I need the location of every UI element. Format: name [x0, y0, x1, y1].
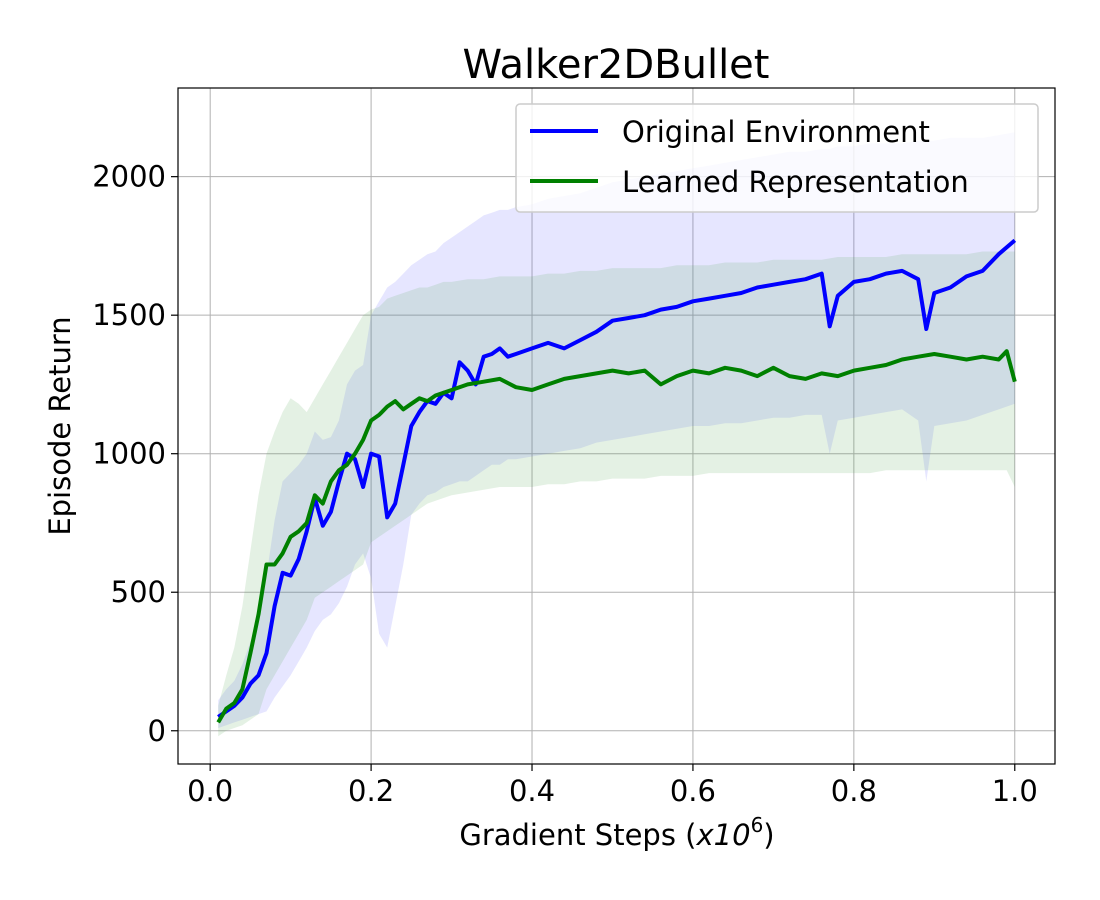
x-tick-label-0: 0.0 [187, 774, 233, 808]
plot-frame [177, 87, 1056, 765]
chart-title: Walker2DBullet [463, 42, 770, 88]
x-axis-label: Gradient Steps (x106) [459, 813, 774, 852]
series-line-1 [216, 349, 1017, 724]
x-tick-label-1: 0.2 [348, 774, 394, 808]
legend: Original Environment Learned Representat… [515, 103, 1039, 213]
y-tick-label-1: 500 [111, 575, 166, 609]
x-tick-label-3: 0.6 [670, 774, 716, 808]
x-tick-label-2: 0.4 [509, 774, 555, 808]
series-band-0 [218, 132, 1015, 729]
y-tick-label-4: 2000 [92, 160, 166, 194]
y-tick-label-0: 0 [148, 714, 166, 748]
x-tick-label-4: 0.8 [831, 774, 877, 808]
series-band-1 [218, 251, 1015, 737]
y-axis-label: Episode Return [43, 316, 77, 535]
x-tick-label-5: 1.0 [992, 774, 1038, 808]
legend-label-learned: Learned Representation [622, 165, 969, 199]
y-tick-label-3: 1500 [92, 298, 166, 332]
legend-frame [515, 103, 1039, 213]
legend-label-original: Original Environment [622, 115, 930, 149]
y-tick-label-2: 1000 [92, 437, 166, 471]
plot-area: 0.0 0.2 0.4 0.6 0.8 1.0 0 500 1000 1500 2000 [92, 87, 1056, 808]
